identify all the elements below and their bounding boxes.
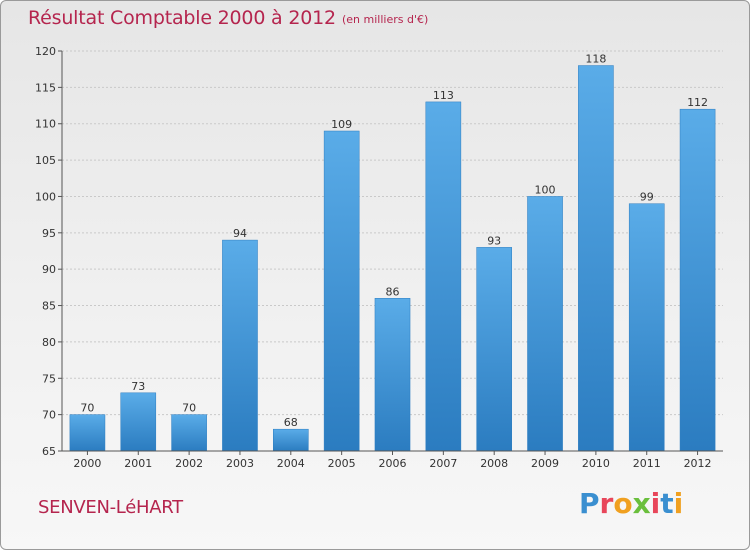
y-tick-label: 100 [35,190,56,203]
data-label: 113 [433,89,454,102]
bar-2006 [374,298,411,452]
data-label: 112 [687,96,708,109]
y-tick-label: 90 [42,263,56,276]
logo-letter: o [613,487,633,520]
bar-2001 [120,392,157,452]
logo-letter: x [632,487,651,520]
y-tick-label: 65 [42,445,56,458]
proxiti-logo: Proxiti [579,487,683,520]
x-tick-label: 2010 [582,457,610,470]
x-tick-label: 2002 [175,457,203,470]
x-tick-label: 2000 [73,457,101,470]
data-label: 100 [535,183,556,196]
bar-2009 [527,196,563,452]
bar-2008 [476,247,512,452]
data-label: 93 [487,234,501,247]
data-label: 118 [585,53,606,66]
x-tick-label: 2009 [531,457,559,470]
data-label: 70 [182,402,196,415]
bar-2011 [628,203,665,452]
bar-2012 [679,108,716,452]
y-tick-label: 70 [42,409,56,422]
x-tick-label: 2008 [480,457,508,470]
logo-letter: i [650,487,661,520]
x-tick-label: 2001 [124,457,152,470]
commune-name: SENVEN-LéHART [38,497,183,518]
x-tick-label: 2012 [684,457,712,470]
chart-title: Résultat Comptable 2000 à 2012 [28,7,336,29]
logo-letter: P [579,487,600,520]
x-tick-label: 2005 [328,457,356,470]
y-tick-label: 95 [42,227,56,240]
x-tick-label: 2007 [429,457,457,470]
y-tick-label: 85 [42,300,56,313]
x-tick-label: 2006 [379,457,407,470]
y-tick-label: 110 [35,118,56,131]
data-label: 94 [233,227,247,240]
y-tick-label: 80 [42,336,56,349]
bar-2000 [69,414,106,452]
logo-letter: i [673,487,684,520]
logo-letter: r [599,487,614,520]
data-label: 73 [131,380,145,393]
y-tick-label: 75 [42,372,56,385]
bar-2002 [171,414,207,452]
bar-2004 [273,428,309,452]
x-tick-label: 2003 [226,457,254,470]
y-tick-label: 105 [35,154,56,167]
chart-subtitle: (en milliers d'€) [342,13,429,26]
x-tick-label: 2011 [633,457,661,470]
data-label: 99 [640,191,654,204]
data-label: 68 [284,416,298,429]
bar-2007 [425,101,462,452]
y-tick-label: 120 [35,45,56,58]
bar-2005 [323,130,360,452]
bar-2003 [222,239,258,452]
logo-letter: t [660,487,674,520]
x-tick-label: 2004 [277,457,305,470]
bar-2010 [578,65,614,452]
y-tick-label: 115 [35,81,56,94]
data-label: 70 [80,402,94,415]
data-label: 109 [331,118,352,131]
data-label: 86 [386,285,400,298]
